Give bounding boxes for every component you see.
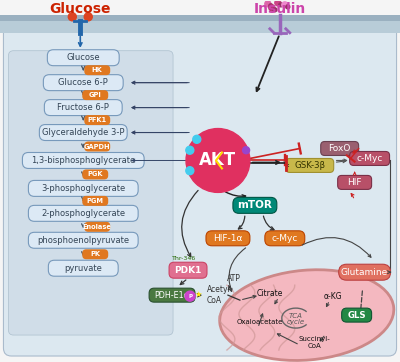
FancyBboxPatch shape — [339, 264, 390, 280]
Text: GPI: GPI — [89, 92, 102, 98]
Text: HIF-1α: HIF-1α — [213, 234, 243, 243]
FancyBboxPatch shape — [206, 231, 250, 246]
Text: GAPDH: GAPDH — [84, 143, 110, 150]
FancyBboxPatch shape — [82, 249, 108, 259]
Text: PDK1: PDK1 — [174, 266, 202, 275]
Text: Glucose: Glucose — [66, 53, 100, 62]
FancyBboxPatch shape — [265, 231, 305, 246]
FancyBboxPatch shape — [82, 196, 108, 206]
Circle shape — [286, 5, 290, 9]
Text: HIF: HIF — [347, 178, 362, 187]
Text: ★: ★ — [194, 290, 202, 299]
FancyBboxPatch shape — [350, 151, 390, 165]
Circle shape — [186, 146, 194, 154]
Circle shape — [186, 167, 194, 175]
Text: P: P — [188, 294, 192, 299]
Circle shape — [265, 1, 271, 7]
Circle shape — [279, 3, 283, 7]
Circle shape — [185, 291, 195, 301]
FancyBboxPatch shape — [149, 288, 195, 302]
FancyBboxPatch shape — [84, 222, 110, 232]
Text: cycle: cycle — [287, 319, 305, 325]
FancyBboxPatch shape — [48, 260, 118, 276]
Text: α-KG: α-KG — [323, 292, 342, 301]
Circle shape — [242, 147, 250, 154]
Circle shape — [193, 135, 201, 143]
Text: Oxaloacetate: Oxaloacetate — [237, 319, 283, 325]
FancyBboxPatch shape — [4, 19, 396, 356]
Text: AKT: AKT — [199, 151, 236, 169]
Text: PK: PK — [90, 251, 100, 257]
Text: Insulin: Insulin — [254, 2, 306, 16]
FancyBboxPatch shape — [43, 75, 123, 90]
Text: Glutamine: Glutamine — [341, 268, 388, 277]
Text: PGM: PGM — [87, 198, 104, 204]
FancyBboxPatch shape — [28, 180, 138, 197]
FancyBboxPatch shape — [169, 262, 207, 278]
FancyBboxPatch shape — [47, 50, 119, 66]
FancyBboxPatch shape — [28, 232, 138, 248]
Text: ATP: ATP — [227, 274, 241, 283]
Text: phosphoenolpyruvate: phosphoenolpyruvate — [37, 236, 129, 245]
Bar — [0, 15, 400, 21]
Text: Acetyl-
CoA: Acetyl- CoA — [207, 286, 234, 305]
FancyBboxPatch shape — [321, 142, 359, 156]
Text: Glucose: Glucose — [50, 2, 111, 16]
Text: 3-phosphoglycerate: 3-phosphoglycerate — [41, 184, 125, 193]
Text: HK: HK — [92, 67, 103, 73]
FancyBboxPatch shape — [84, 115, 110, 125]
FancyBboxPatch shape — [338, 176, 372, 189]
Text: TCA: TCA — [289, 313, 303, 319]
FancyBboxPatch shape — [8, 51, 173, 335]
FancyBboxPatch shape — [342, 308, 372, 322]
FancyBboxPatch shape — [233, 197, 277, 213]
FancyBboxPatch shape — [44, 100, 122, 115]
Text: 1,3-bisphosphoglycerate: 1,3-bisphosphoglycerate — [31, 156, 135, 165]
Bar — [0, 15, 400, 33]
FancyBboxPatch shape — [28, 205, 138, 221]
Text: Citrate: Citrate — [257, 289, 283, 298]
FancyBboxPatch shape — [39, 125, 127, 140]
Text: PFK1: PFK1 — [88, 117, 107, 123]
Text: Succinyl-
CoA: Succinyl- CoA — [299, 336, 331, 349]
Circle shape — [273, 8, 277, 12]
Circle shape — [269, 4, 273, 8]
Text: Fructose 6-P: Fructose 6-P — [57, 103, 109, 112]
Text: c-Myc: c-Myc — [356, 154, 383, 163]
Text: Glucose 6-P: Glucose 6-P — [58, 78, 108, 87]
Circle shape — [282, 2, 288, 8]
Ellipse shape — [220, 270, 394, 361]
FancyBboxPatch shape — [22, 152, 144, 168]
FancyBboxPatch shape — [82, 169, 108, 180]
Circle shape — [269, 5, 275, 11]
Text: mTOR: mTOR — [238, 200, 272, 210]
Circle shape — [275, 0, 281, 6]
Text: GLS: GLS — [347, 311, 366, 320]
Circle shape — [84, 13, 92, 21]
Text: c-Myc: c-Myc — [272, 234, 298, 243]
Text: pyruvate: pyruvate — [64, 264, 102, 273]
Text: FoxO: FoxO — [328, 144, 351, 153]
Text: PGK: PGK — [88, 172, 103, 177]
FancyBboxPatch shape — [84, 65, 110, 75]
Circle shape — [68, 13, 76, 21]
Text: 2-phosphoglycerate: 2-phosphoglycerate — [41, 209, 125, 218]
Circle shape — [186, 129, 250, 192]
Text: PDH-E1α: PDH-E1α — [154, 291, 190, 300]
FancyBboxPatch shape — [286, 159, 334, 172]
Text: Glyceraldehyde 3-P: Glyceraldehyde 3-P — [42, 128, 124, 137]
FancyBboxPatch shape — [84, 142, 110, 151]
Text: Thr-346: Thr-346 — [172, 256, 196, 261]
Text: Enolase: Enolase — [83, 224, 112, 230]
Text: GSK-3β: GSK-3β — [294, 161, 325, 170]
FancyBboxPatch shape — [82, 90, 108, 100]
